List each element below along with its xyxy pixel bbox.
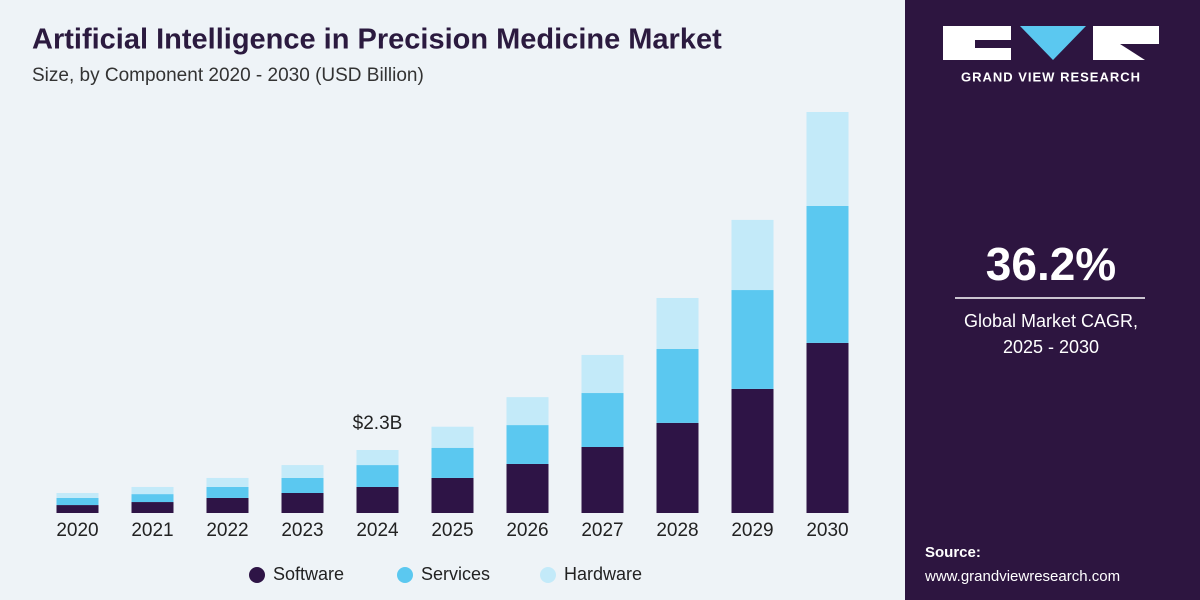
sidebar-background xyxy=(905,0,1200,600)
bar-segment xyxy=(581,446,624,513)
legend-label: Software xyxy=(273,564,344,584)
bar-segment xyxy=(506,463,549,513)
x-tick-label: 2025 xyxy=(431,520,473,541)
x-tick-label: 2021 xyxy=(131,520,173,541)
bar-segment xyxy=(356,465,399,487)
bar-segment xyxy=(356,486,399,513)
logo xyxy=(943,26,1159,60)
bar-segment xyxy=(656,348,699,423)
x-tick-label: 2023 xyxy=(281,520,323,541)
bar-segment xyxy=(131,502,174,513)
x-tick-label: 2026 xyxy=(506,520,548,541)
bar-segment xyxy=(56,493,99,498)
bar-segment xyxy=(131,494,174,503)
legend-label: Services xyxy=(421,564,490,584)
chart-title: Artificial Intelligence in Precision Med… xyxy=(32,24,722,56)
bar-segment xyxy=(581,393,624,447)
bar-segment xyxy=(731,290,774,389)
bar-segment xyxy=(206,486,249,498)
bar-segment xyxy=(56,497,99,506)
cagr-period: 2025 - 2030 xyxy=(1003,337,1099,357)
brand-name: GRAND VIEW RESEARCH xyxy=(961,69,1141,84)
bar-segment xyxy=(806,342,849,513)
bar-segment xyxy=(356,450,399,466)
x-tick-label: 2028 xyxy=(656,520,698,541)
legend-label: Hardware xyxy=(564,564,642,584)
bar-segment xyxy=(806,205,849,343)
chart-subtitle: Size, by Component 2020 - 2030 (USD Bill… xyxy=(32,65,424,86)
legend-marker xyxy=(249,567,265,583)
bar-segment xyxy=(431,447,474,478)
x-tick-label: 2020 xyxy=(56,520,98,541)
source-label: Source: xyxy=(925,544,981,561)
x-tick-label: 2029 xyxy=(731,520,773,541)
bar-segment xyxy=(656,297,699,349)
x-tick-label: 2024 xyxy=(356,520,399,541)
logo-g-cut xyxy=(975,40,1011,48)
bar-segment xyxy=(731,388,774,513)
bar-segment xyxy=(731,219,774,291)
cagr-value: 36.2% xyxy=(986,238,1116,290)
bar-segment xyxy=(281,493,324,513)
bar-segment xyxy=(656,422,699,513)
x-tick-label: 2022 xyxy=(206,520,248,541)
bar-segment xyxy=(131,486,174,495)
x-tick-label: 2027 xyxy=(581,520,623,541)
x-tick-label: 2030 xyxy=(806,520,848,541)
logo-r-cut xyxy=(1120,44,1159,60)
bar-segment xyxy=(56,505,99,513)
source-url: www.grandviewresearch.com xyxy=(924,568,1120,585)
bar-segment xyxy=(281,477,324,494)
legend-marker xyxy=(397,567,413,583)
bar-segment xyxy=(806,112,849,206)
logo-v xyxy=(1020,26,1086,60)
bar-segment xyxy=(431,477,474,513)
annotation: $2.3B xyxy=(353,413,403,434)
cagr-label: Global Market CAGR, xyxy=(964,311,1138,331)
legend-marker xyxy=(540,567,556,583)
bar-segment xyxy=(206,497,249,513)
bar-segment xyxy=(281,465,324,478)
bar-segment xyxy=(506,425,549,464)
bar-segment xyxy=(431,426,474,448)
bar-segment xyxy=(506,397,549,426)
bar-segment xyxy=(581,354,624,394)
bar-segment xyxy=(206,477,249,487)
